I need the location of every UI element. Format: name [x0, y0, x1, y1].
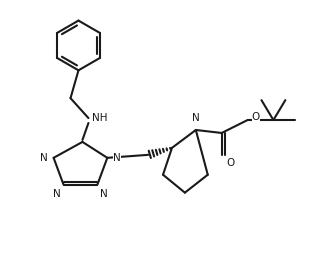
Text: N: N: [113, 153, 121, 163]
Text: O: O: [227, 158, 235, 168]
Text: N: N: [192, 113, 200, 123]
Text: N: N: [40, 153, 48, 163]
Text: NH: NH: [92, 113, 108, 123]
Text: N: N: [53, 189, 61, 199]
Text: O: O: [251, 112, 260, 122]
Text: N: N: [100, 189, 108, 199]
